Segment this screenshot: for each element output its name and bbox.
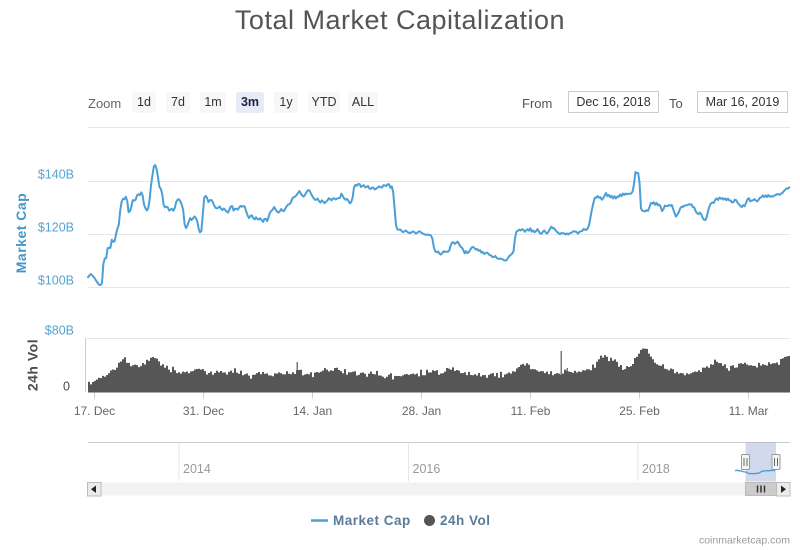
svg-text:24h Vol: 24h Vol (440, 513, 491, 528)
svg-text:25. Feb: 25. Feb (619, 404, 660, 418)
svg-text:2014: 2014 (183, 462, 211, 476)
svg-text:24h Vol: 24h Vol (25, 339, 41, 391)
svg-text:28. Jan: 28. Jan (402, 404, 441, 418)
svg-text:Market Cap: Market Cap (13, 193, 29, 273)
svg-text:11. Mar: 11. Mar (729, 404, 769, 418)
svg-text:coinmarketcap.com: coinmarketcap.com (699, 535, 790, 547)
svg-text:2018: 2018 (642, 462, 670, 476)
svg-text:11. Feb: 11. Feb (511, 404, 551, 418)
svg-text:$140B: $140B (38, 168, 74, 182)
svg-text:31. Dec: 31. Dec (183, 404, 224, 418)
svg-text:14. Jan: 14. Jan (293, 404, 332, 418)
svg-text:$100B: $100B (38, 274, 74, 288)
svg-text:Market Cap: Market Cap (333, 513, 411, 528)
svg-text:17. Dec: 17. Dec (74, 404, 115, 418)
svg-text:2016: 2016 (413, 462, 441, 476)
svg-text:$80B: $80B (45, 324, 74, 338)
svg-text:$120B: $120B (38, 221, 74, 235)
svg-text:0: 0 (63, 380, 70, 394)
